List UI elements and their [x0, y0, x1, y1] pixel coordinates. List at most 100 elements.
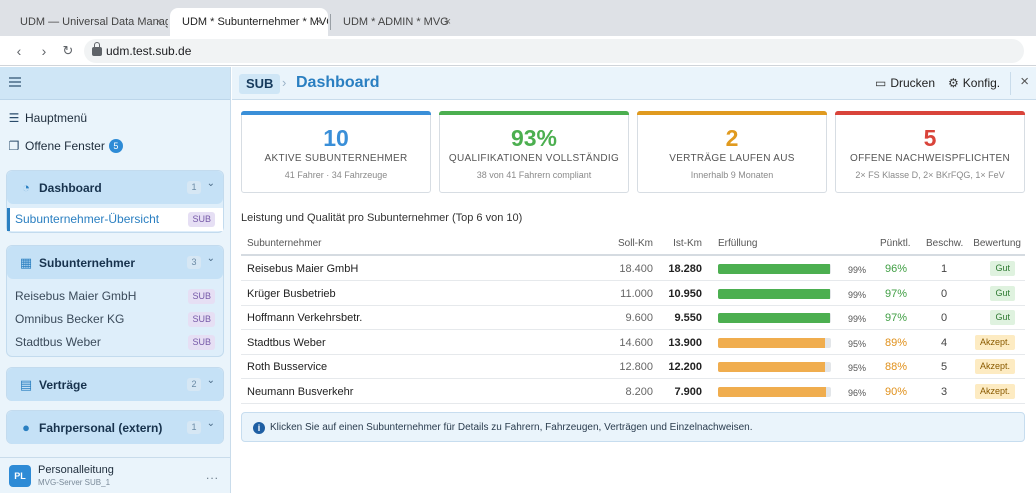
- nav-group-vertraege: ▤ Verträge 2 ⌄: [6, 367, 224, 401]
- lock-icon: [92, 42, 102, 56]
- main-menu-label: Hauptmenü: [25, 111, 88, 125]
- table-row[interactable]: Hoffmann Verkehrsbetr. 9.600 9.550 99% 97% 0 G…: [241, 306, 1025, 331]
- nav-item-subunternehmer[interactable]: Omnibus Becker KG SUB: [7, 308, 223, 331]
- printer-icon: ▭: [875, 76, 887, 90]
- kpi-card[interactable]: 93% QUALIFIKATIONEN VOLLSTÄNDIG 38 von 41 …: [439, 111, 629, 193]
- browser-tab[interactable]: UDM * ADMIN * MVG ×: [331, 8, 457, 36]
- kpi-label: QUALIFIKATIONEN VOLLSTÄNDIG: [448, 153, 620, 164]
- tab-close-icon[interactable]: ×: [315, 16, 322, 28]
- nav-group-header[interactable]: ● Fahrpersonal (extern) 1 ⌄: [7, 411, 223, 444]
- cell-complaints: 3: [941, 386, 948, 398]
- cell-punctuality: 97%: [885, 312, 908, 325]
- tab-label: UDM * Subunternehmer * MVG: [182, 16, 328, 28]
- nav-item-subunternehmer[interactable]: Stadtbus Weber SUB: [7, 331, 223, 354]
- browser-tab-bar: UDM — Universal Data Manag... × UDM * Su…: [0, 0, 1036, 36]
- server-name: MVG-Server SUB_1: [38, 478, 111, 487]
- fulfillment-bar: [718, 387, 831, 397]
- nav-group-header[interactable]: ▤ Verträge 2 ⌄: [7, 368, 223, 401]
- building-icon: ▦: [19, 255, 33, 270]
- col-header-soll[interactable]: Soll-Km: [617, 238, 653, 249]
- col-header-ist[interactable]: Ist-Km: [673, 238, 702, 249]
- kpi-value: 2: [725, 125, 739, 151]
- rating-badge: Akzept.: [974, 384, 1015, 399]
- browser-tab[interactable]: UDM — Universal Data Manag... ×: [8, 8, 168, 36]
- fulfillment-bar: [718, 313, 831, 324]
- config-label: Konfig.: [962, 76, 1001, 90]
- open-windows-link[interactable]: ❐ Offene Fenster 5: [8, 139, 123, 153]
- chevron-down-icon: ⌄: [206, 418, 215, 429]
- main-header: SUB › Dashboard ▭ Drucken ⚙ Konfig. ×: [232, 67, 1036, 100]
- document-icon: ▤: [19, 377, 33, 392]
- fulfillment-bar-fill: [718, 264, 830, 274]
- nav-group-dashboard: ◔ Dashboard 1 ⌄ Subunternehmer-Übersicht…: [6, 170, 224, 233]
- sidebar-toggle-icon[interactable]: [9, 77, 21, 87]
- nav-item-label: Subunternehmer-Übersicht: [15, 212, 160, 226]
- cell-complaints: 0: [941, 312, 948, 325]
- cell-soll-km: 11.000: [620, 287, 653, 300]
- url-text: udm.test.sub.de: [106, 44, 192, 58]
- cell-punctuality: 88%: [885, 361, 908, 374]
- nav-group-header[interactable]: ◔ Dashboard 1 ⌄: [7, 171, 223, 204]
- col-header-puenktlichkeit[interactable]: Pünktl.: [880, 238, 911, 249]
- address-bar: ‹ › ↻ udm.test.sub.de: [0, 36, 1036, 66]
- cell-complaints: 4: [941, 336, 948, 349]
- pie-chart-icon: ◔: [22, 180, 30, 195]
- sub-tag: SUB: [188, 289, 215, 304]
- section-title: Leistung und Qualität pro Subunternehmer…: [241, 212, 523, 224]
- fulfillment-bar-fill: [718, 387, 827, 397]
- table-row[interactable]: Neumann Busverkehr 8.200 7.900 96% 90% 3 Akzep…: [241, 380, 1025, 404]
- table-header: Subunternehmer Soll-Km Ist-Km Erfüllung …: [241, 232, 1025, 256]
- cell-name: Krüger Busbetrieb: [247, 287, 336, 300]
- more-options-icon[interactable]: ...: [205, 468, 219, 482]
- table-row[interactable]: Stadtbus Weber 14.600 13.900 95% 89% 4 Akzept.: [241, 331, 1025, 355]
- nav-item-subunternehmer-uebersicht[interactable]: Subunternehmer-Übersicht SUB: [7, 208, 223, 231]
- tab-close-icon[interactable]: ×: [444, 16, 451, 28]
- kpi-card[interactable]: 5 OFFENE NACHWEISPFLICHTEN 2× FS Klasse D,…: [835, 111, 1025, 193]
- browser-tab-active[interactable]: UDM * Subunternehmer * MVG ×: [170, 8, 328, 36]
- reload-icon[interactable]: ↻: [62, 43, 74, 58]
- cell-soll-km: 14.600: [619, 336, 653, 349]
- tab-close-icon[interactable]: ×: [155, 16, 162, 28]
- col-header-erfuellung[interactable]: Erfüllung: [718, 238, 758, 249]
- gear-icon: ⚙: [948, 76, 959, 90]
- col-header-beschwerden[interactable]: Beschw.: [926, 238, 964, 249]
- col-header-bewertung[interactable]: Bewertung: [973, 238, 1021, 249]
- kpi-label: VERTRÄGE LAUFEN AUS: [669, 153, 795, 164]
- kpi-value: 93%: [510, 125, 558, 151]
- rating-badge: Gut: [990, 261, 1015, 276]
- nav-item-label: Reisebus Maier GmbH: [15, 289, 137, 303]
- chevron-down-icon: ⌄: [206, 375, 215, 386]
- nav-group-count: 2: [187, 378, 201, 391]
- nav-item-subunternehmer[interactable]: Reisebus Maier GmbH SUB: [7, 285, 223, 308]
- rating-badge: Gut: [990, 285, 1015, 301]
- nav-group-subunternehmer: ▦ Subunternehmer 3 ⌄ Reisebus Maier GmbH…: [6, 245, 224, 357]
- table-row[interactable]: Krüger Busbetrieb 11.000 10.950 99% 97% 0 Gut: [241, 282, 1025, 306]
- fulfillment-bar: [718, 362, 831, 373]
- nav-group-header[interactable]: ▦ Subunternehmer 3 ⌄: [7, 246, 223, 279]
- cell-soll-km: 12.800: [619, 361, 653, 374]
- kpi-accent-bar: [439, 111, 629, 115]
- table-row[interactable]: Reisebus Maier GmbH 18.400 18.280 99% 96% 1 Gu…: [241, 257, 1025, 281]
- kpi-card[interactable]: 10 AKTIVE SUBUNTERNEHMER 41 Fahrer · 34 Fa…: [241, 111, 431, 193]
- breadcrumb-separator: ›: [282, 75, 287, 90]
- close-icon[interactable]: ×: [1020, 73, 1029, 90]
- cell-soll-km: 8.200: [625, 386, 653, 398]
- col-header-name[interactable]: Subunternehmer: [247, 238, 322, 249]
- kpi-card[interactable]: 2 VERTRÄGE LAUFEN AUS Innerhalb 9 Monaten: [637, 111, 827, 193]
- back-icon[interactable]: ‹: [16, 43, 22, 59]
- cell-ist-km: 9.550: [674, 312, 702, 325]
- print-label: Drucken: [890, 76, 936, 90]
- fulfillment-bar-fill: [718, 362, 826, 373]
- main-menu-link[interactable]: ☰ Hauptmenü: [8, 111, 87, 125]
- tab-label: UDM — Universal Data Manag...: [20, 16, 168, 28]
- kpi-subtext: Innerhalb 9 Monaten: [690, 170, 774, 180]
- config-button[interactable]: ⚙ Konfig.: [948, 76, 1000, 90]
- print-button[interactable]: ▭ Drucken: [875, 76, 935, 90]
- cell-fulfillment-pct: 99%: [848, 265, 867, 275]
- forward-icon[interactable]: ›: [41, 43, 47, 59]
- cell-punctuality: 89%: [885, 336, 908, 349]
- kpi-label: OFFENE NACHWEISPFLICHTEN: [850, 153, 1010, 164]
- table-row[interactable]: Roth Busservice 12.800 12.200 95% 88% 5 Akzept…: [241, 355, 1025, 380]
- url-field[interactable]: udm.test.sub.de: [84, 39, 1024, 63]
- cell-ist-km: 13.900: [668, 336, 702, 349]
